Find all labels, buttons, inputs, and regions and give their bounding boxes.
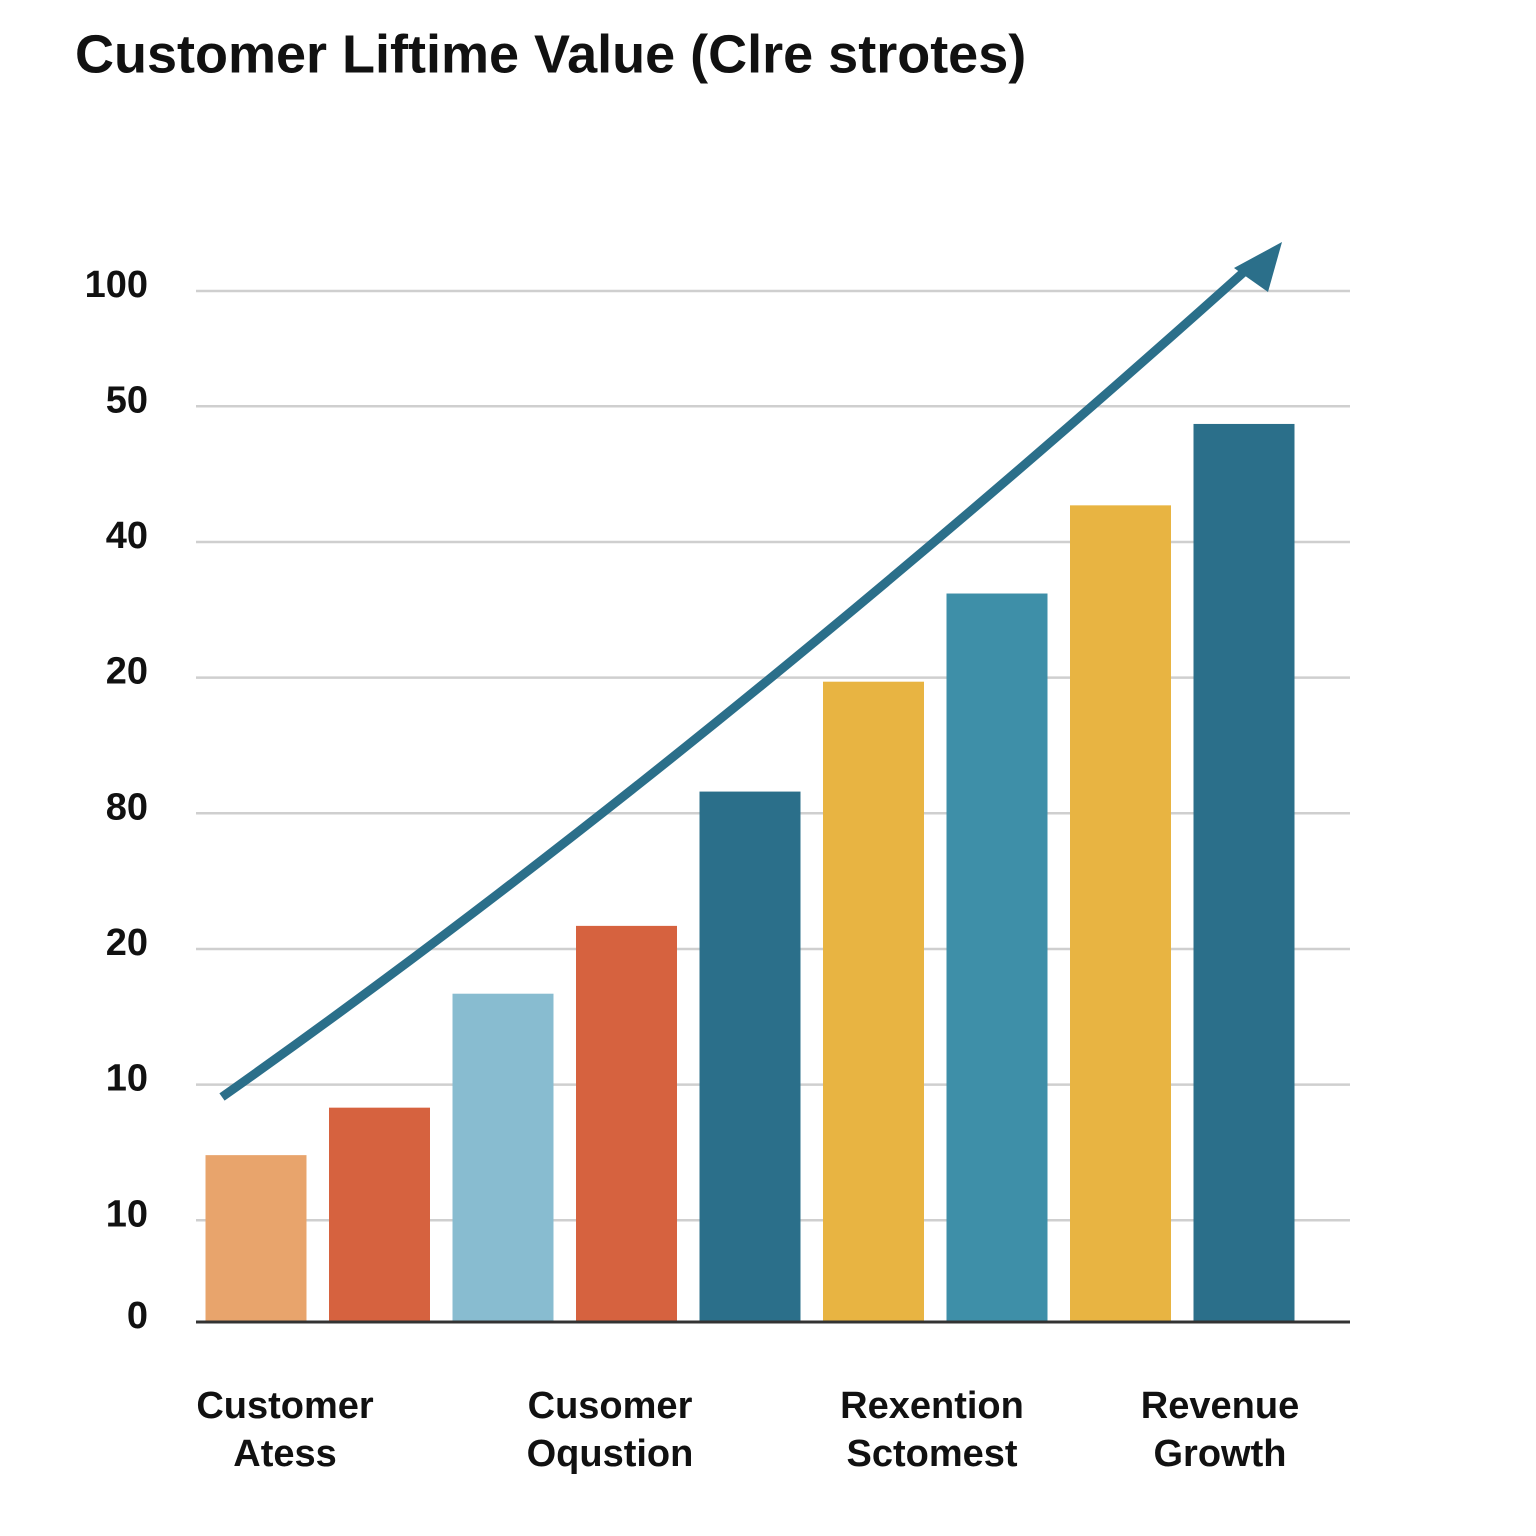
x-label: Sctomest: [846, 1433, 1017, 1475]
x-label: Oqustion: [527, 1433, 694, 1475]
x-label: Growth: [1154, 1433, 1287, 1475]
chart-title: Customer Liftime Value (Clre strotes): [75, 24, 1026, 84]
y-tick-label: 50: [106, 379, 148, 421]
bars: [205, 423, 1295, 1323]
x-label: Cusomer: [528, 1385, 693, 1427]
y-tick-label: 80: [106, 786, 148, 828]
bar: [329, 1107, 430, 1322]
y-tick-label: 20: [106, 922, 148, 964]
x-label: Atess: [233, 1433, 337, 1475]
x-label: Revenue: [1141, 1385, 1299, 1427]
y-tick-label: 100: [85, 264, 148, 306]
trend-arrow: [219, 258, 1259, 1101]
bar: [699, 791, 801, 1322]
x-label: Customer: [196, 1385, 374, 1427]
bar: [946, 593, 1048, 1322]
y-tick-label: 40: [106, 515, 148, 557]
bar: [1070, 505, 1171, 1322]
bar: [1193, 423, 1295, 1323]
arrow-head: [1234, 242, 1282, 292]
y-tick-label: 20: [106, 651, 148, 693]
y-tick-label: 10: [106, 1058, 148, 1100]
bar: [576, 925, 677, 1322]
bar: [452, 993, 554, 1322]
y-tick-label: 0: [127, 1295, 148, 1337]
y-tick-label: 10: [106, 1193, 148, 1235]
bar: [823, 681, 924, 1322]
bar: [205, 1155, 307, 1322]
x-label: Rexention: [840, 1385, 1024, 1427]
